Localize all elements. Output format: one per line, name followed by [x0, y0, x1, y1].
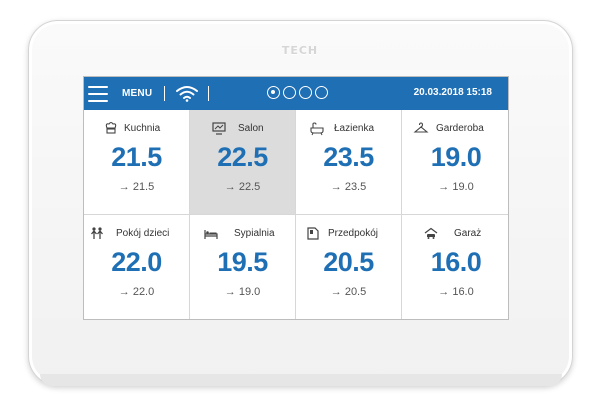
- setpoint-temperature: → 20.5: [330, 286, 367, 298]
- tv-icon: [212, 122, 226, 135]
- zone-name: Kuchnia: [124, 123, 161, 134]
- current-temperature: 19.0: [430, 142, 482, 172]
- setpoint-temperature: → 19.0: [438, 181, 474, 193]
- zone-name: Przedpokój: [328, 228, 379, 239]
- zone-grid: Kuchnia 21.5 → 21.5 Salon 22.5 → 22.5: [84, 110, 508, 319]
- car-icon: [424, 227, 438, 239]
- zone-tile-garderoba[interactable]: Garderoba 19.0 → 19.0: [402, 110, 508, 215]
- page-dot-3[interactable]: [299, 86, 312, 99]
- zone-tile-salon[interactable]: Salon 22.5 → 22.5: [190, 110, 296, 215]
- setpoint-temperature: → 21.5: [118, 181, 155, 193]
- zone-name: Łazienka: [334, 123, 375, 134]
- setpoint-temperature: → 19.0: [224, 286, 261, 298]
- setpoint-temperature: → 23.5: [330, 181, 367, 193]
- current-temperature: 22.5: [217, 142, 268, 172]
- divider: [164, 86, 165, 101]
- page-dot-4[interactable]: [315, 86, 328, 99]
- zone-tile-przedpokoj[interactable]: Przedpokój 20.5 → 20.5: [296, 215, 402, 319]
- hallway-icon: [307, 227, 319, 240]
- zone-tile-lazienka[interactable]: Łazienka 23.5 → 23.5: [296, 110, 402, 215]
- zone-name: Pokój dzieci: [116, 228, 170, 239]
- current-temperature: 19.5: [217, 247, 268, 277]
- kitchen-icon: [105, 121, 117, 134]
- current-temperature: 21.5: [111, 142, 162, 172]
- touch-screen: MENU 20.03.2018 15:18 Kuchnia: [83, 76, 509, 320]
- zone-name: Garderoba: [436, 123, 484, 134]
- date-time: 20.03.2018 15:18: [413, 87, 492, 98]
- zone-name: Salon: [238, 123, 264, 134]
- wifi-icon: [176, 86, 198, 102]
- menu-label: MENU: [122, 88, 153, 99]
- current-temperature: 22.0: [111, 247, 162, 277]
- zone-tile-pokoj-dzieci[interactable]: Pokój dzieci 22.0 → 22.0: [84, 215, 190, 319]
- page-dot-1[interactable]: [267, 86, 280, 99]
- device-bottom-edge: [40, 374, 562, 386]
- page-dot-2[interactable]: [283, 86, 296, 99]
- menu-button[interactable]: MENU: [88, 85, 156, 103]
- setpoint-temperature: → 22.5: [224, 181, 261, 193]
- divider: [208, 86, 209, 101]
- children-icon: [91, 227, 103, 239]
- top-bar: MENU 20.03.2018 15:18: [84, 77, 508, 110]
- brand-logo: TECH: [281, 44, 319, 57]
- current-temperature: 16.0: [430, 247, 482, 277]
- bed-icon: [204, 230, 218, 239]
- zone-tile-sypialnia[interactable]: Sypialnia 19.5 → 19.0: [190, 215, 296, 319]
- hanger-icon: [413, 122, 429, 133]
- bathtub-icon: [310, 122, 324, 136]
- zone-name: Garaż: [454, 228, 482, 239]
- current-temperature: 20.5: [323, 247, 374, 277]
- setpoint-temperature: → 16.0: [438, 286, 474, 298]
- zone-name: Sypialnia: [234, 228, 275, 239]
- setpoint-temperature: → 22.0: [118, 286, 155, 298]
- zone-tile-garaz[interactable]: Garaż 16.0 → 16.0: [402, 215, 508, 319]
- current-temperature: 23.5: [323, 142, 374, 172]
- hamburger-icon: [88, 86, 108, 102]
- zone-tile-kuchnia[interactable]: Kuchnia 21.5 → 21.5: [84, 110, 190, 215]
